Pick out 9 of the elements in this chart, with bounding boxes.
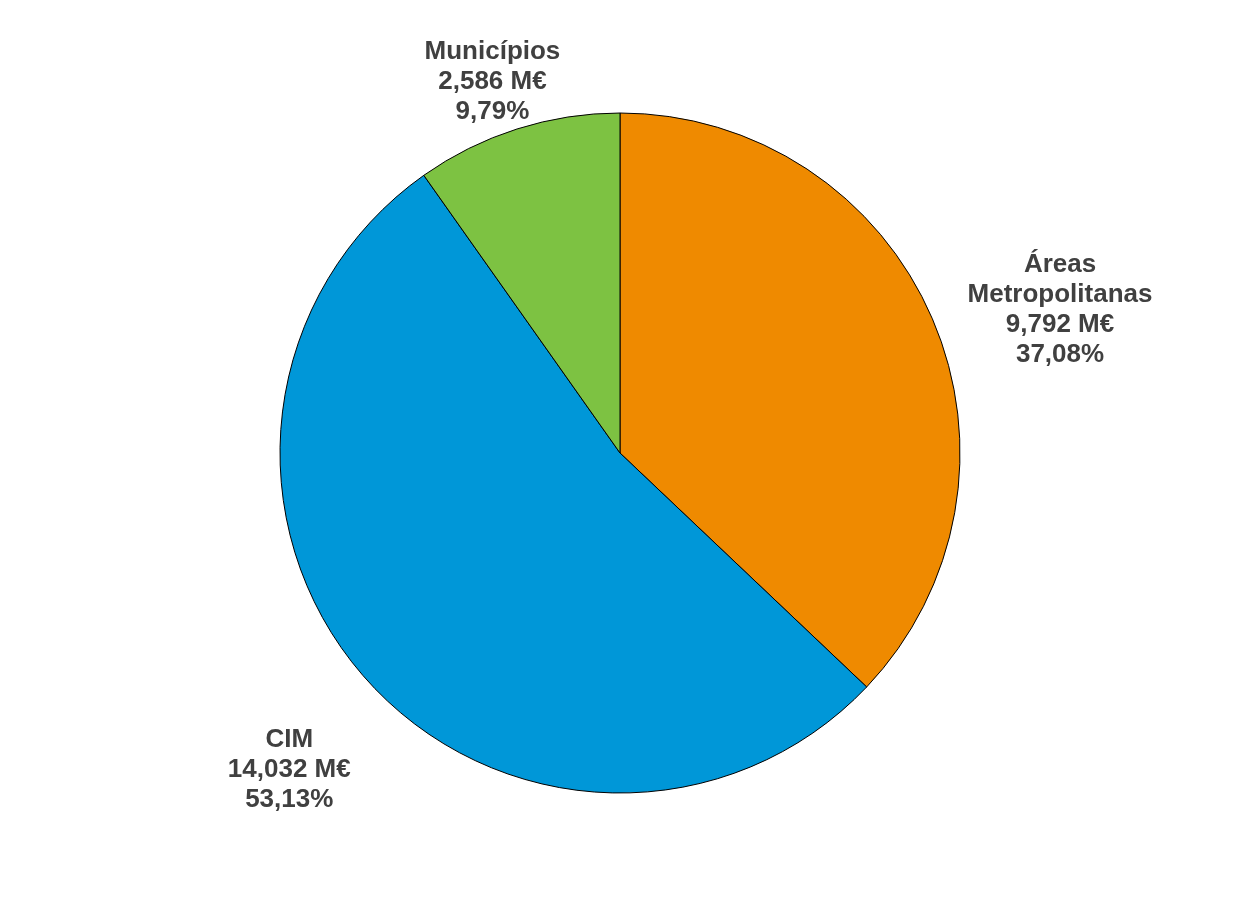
data-label: 9,79% xyxy=(455,95,530,126)
slice-label: Áreas Metropolitanas xyxy=(967,247,1153,308)
text: 2,586 M€ xyxy=(438,65,547,96)
data-label: 37,08% xyxy=(1015,337,1105,368)
slice-label: CIM xyxy=(265,723,314,754)
slice-label: Municípios xyxy=(424,35,561,66)
text: 14,032 M€ xyxy=(227,753,351,784)
text: 9,792 M€ xyxy=(1005,307,1115,338)
data-label: 53,13% xyxy=(245,783,334,814)
